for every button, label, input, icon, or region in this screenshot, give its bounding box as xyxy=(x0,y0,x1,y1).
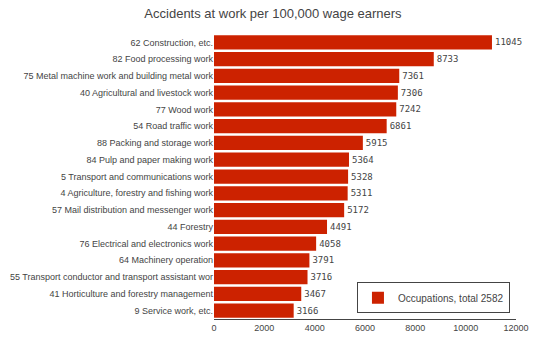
svg-text:77 Wood work: 77 Wood work xyxy=(156,105,214,115)
svg-text:4 Agriculture, forestry and fi: 4 Agriculture, forestry and fishing work xyxy=(60,188,213,198)
svg-text:5364: 5364 xyxy=(352,155,374,165)
svg-text:7242: 7242 xyxy=(399,104,421,114)
svg-text:3166: 3166 xyxy=(297,306,319,316)
svg-text:11045: 11045 xyxy=(495,37,522,47)
svg-text:84 Pulp and paper making work: 84 Pulp and paper making work xyxy=(86,155,213,165)
svg-text:10000: 10000 xyxy=(453,323,478,333)
svg-text:4058: 4058 xyxy=(319,239,341,249)
svg-text:6861: 6861 xyxy=(390,121,412,131)
svg-text:40 Agricultural and livestock: 40 Agricultural and livestock work xyxy=(80,88,214,98)
svg-text:88 Packing and storage work: 88 Packing and storage work xyxy=(97,138,214,148)
svg-text:5 Transport and communications: 5 Transport and communications work xyxy=(61,172,214,182)
svg-text:5172: 5172 xyxy=(347,205,369,215)
svg-text:3791: 3791 xyxy=(312,255,334,265)
svg-text:76 Electrical and electronics: 76 Electrical and electronics work xyxy=(79,239,213,249)
svg-text:55 Transport conductor and tra: 55 Transport conductor and transport ass… xyxy=(10,272,213,282)
svg-text:82 Food processing work: 82 Food processing work xyxy=(112,54,213,64)
svg-text:3716: 3716 xyxy=(311,272,333,282)
svg-text:Accidents at work per 100,000: Accidents at work per 100,000 wage earne… xyxy=(144,6,402,21)
svg-text:64 Machinery operation: 64 Machinery operation xyxy=(119,255,213,265)
svg-text:41 Horticulture and forestry m: 41 Horticulture and forestry management xyxy=(49,289,213,299)
svg-text:57 Mail distribution and messe: 57 Mail distribution and messenger work xyxy=(52,205,214,215)
svg-text:7361: 7361 xyxy=(402,71,424,81)
svg-text:0: 0 xyxy=(211,323,216,333)
svg-text:4491: 4491 xyxy=(330,222,352,232)
svg-text:8000: 8000 xyxy=(405,323,425,333)
svg-text:5915: 5915 xyxy=(366,138,388,148)
svg-text:Occupations, total 2582: Occupations, total 2582 xyxy=(398,293,504,304)
svg-text:12000: 12000 xyxy=(503,323,528,333)
svg-text:4000: 4000 xyxy=(305,323,325,333)
svg-text:54 Road traffic work: 54 Road traffic work xyxy=(133,121,213,131)
svg-text:3467: 3467 xyxy=(304,289,326,299)
svg-text:2000: 2000 xyxy=(254,323,274,333)
svg-text:5311: 5311 xyxy=(351,188,373,198)
svg-text:5328: 5328 xyxy=(351,172,373,182)
svg-text:44 Forestry: 44 Forestry xyxy=(167,222,213,232)
svg-text:9 Service work, etc.: 9 Service work, etc. xyxy=(134,306,213,316)
svg-text:7306: 7306 xyxy=(401,88,423,98)
svg-text:75 Metal machine work and buil: 75 Metal machine work and building metal… xyxy=(23,71,213,81)
svg-text:6000: 6000 xyxy=(355,323,375,333)
svg-text:8733: 8733 xyxy=(437,54,459,64)
svg-text:62 Construction, etc.: 62 Construction, etc. xyxy=(130,38,213,48)
